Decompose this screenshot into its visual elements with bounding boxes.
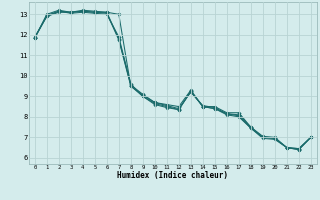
X-axis label: Humidex (Indice chaleur): Humidex (Indice chaleur) <box>117 171 228 180</box>
